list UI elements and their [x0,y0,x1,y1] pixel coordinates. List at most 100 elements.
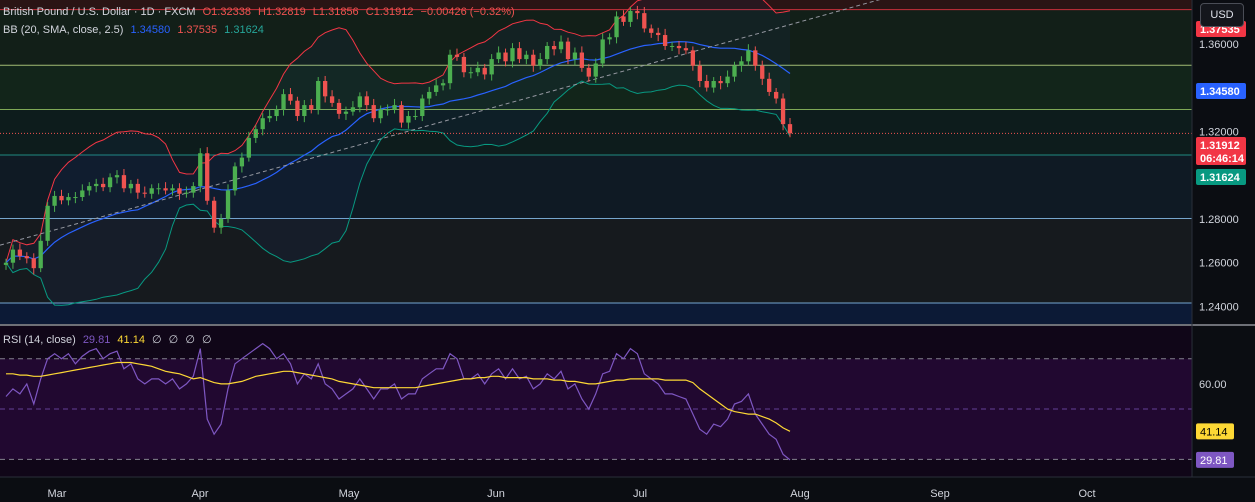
candle-body [406,116,411,123]
price-band [0,0,1192,10]
candle-body [482,67,487,75]
rsi-extra-1: ∅ [152,334,162,346]
price-tick-label: 1.24000 [1199,301,1239,313]
candle-body [260,118,265,130]
candle-body [357,96,362,108]
candle-body [579,52,585,68]
rsi-axis-label-bg [1196,451,1234,468]
candle-body [336,102,342,114]
candle-body [107,177,113,188]
candle-body [551,45,557,50]
candle-body [447,54,453,84]
candle-body [440,83,446,86]
candle-body [600,39,605,64]
bb-basis-line [5,40,791,264]
candle-body [676,45,682,49]
bb-lower-line [5,80,791,306]
candle-body [558,41,564,50]
candle-body [288,94,293,101]
candle-body [787,124,793,134]
candle-body [690,50,696,66]
price-tick-label: 1.26000 [1199,258,1239,270]
candle-body [156,188,161,190]
candle-body [607,37,612,40]
rsi-axis-background [1193,326,1255,477]
candle-body [100,183,106,188]
candle-body [66,197,71,201]
rsi-tick-label: 60.00 [1199,379,1227,391]
time-axis-background [0,477,1255,502]
candle-body [87,186,92,191]
candle-body [621,16,626,22]
bb-upper-line [5,0,791,263]
candle-body [649,28,654,33]
candle-body [24,256,29,259]
candle-body [593,63,598,77]
upper-band-price-label: 1.37535 [1200,24,1240,36]
candle-body [274,109,279,117]
currency-button[interactable]: USD [1200,3,1244,27]
symbol-legend[interactable]: British Pound / U.S. Dollar · 1D · FXCM … [3,5,519,19]
candle-body [392,105,397,110]
rsi-legend[interactable]: RSI (14, close) 29.81 41.14 ∅ ∅ ∅ ∅ [3,333,216,347]
candle-body [746,50,751,62]
candle-body [316,81,321,110]
candle-body [309,105,314,110]
candle-body [177,188,182,194]
rsi-axis-label: 29.81 [1200,455,1228,467]
last-price-label: 06:46:14 [1200,153,1245,165]
candle-body [725,76,730,84]
candle-body [413,116,418,118]
candle-body [427,91,432,99]
candle-body [711,81,716,88]
candle-body [343,111,349,114]
rsi-value: 29.81 [82,334,111,346]
candle-body [669,45,675,47]
candle-body [184,192,189,194]
candle-body [524,54,529,60]
lower-band-price-label-bg [1196,169,1246,185]
rsi-extra-4: ∅ [201,334,212,346]
candle-body [94,183,99,187]
candle-body [163,188,168,191]
candle-body [739,61,744,66]
candle-body [378,109,383,119]
candle-body [38,240,43,269]
candle-body [718,81,723,84]
close-value: C1.31912 [365,6,414,18]
candle-body [614,16,619,38]
price-band [0,302,1192,324]
bb-lower-value: 1.31624 [224,24,264,36]
candle-body [635,10,640,14]
price-pane [0,0,1255,326]
candle-body [510,48,515,62]
price-tick-label: 1.36000 [1199,39,1239,51]
month-label: Jul [633,488,647,500]
candle-body [170,188,175,191]
candle-body [142,192,147,194]
price-band [0,109,1192,155]
bb-legend[interactable]: BB (20, SMA, close, 2.5) 1.34580 1.37535… [3,23,268,37]
rsi-name: RSI (14, close) [3,334,76,346]
candle-body [461,56,467,73]
bb-basis-value: 1.34580 [130,24,171,36]
candle-body [295,100,300,117]
candle-body [628,10,633,22]
candle-body [205,153,210,201]
month-label: May [339,488,360,500]
candle-body [760,65,765,79]
high-value: H1.32819 [258,6,306,18]
basis-price-label: 1.34580 [1200,86,1240,98]
candle-body [371,105,376,119]
candle-body [385,109,390,111]
rsi-pane [0,326,1192,477]
candle-body [281,94,286,110]
candle-body [468,72,474,74]
candle-body [191,186,196,193]
candle-body [732,65,737,77]
candle-body [531,54,536,66]
candle-body [753,50,758,66]
rsi-ma-axis-label: 41.14 [1200,426,1228,438]
candle-body [322,81,328,97]
